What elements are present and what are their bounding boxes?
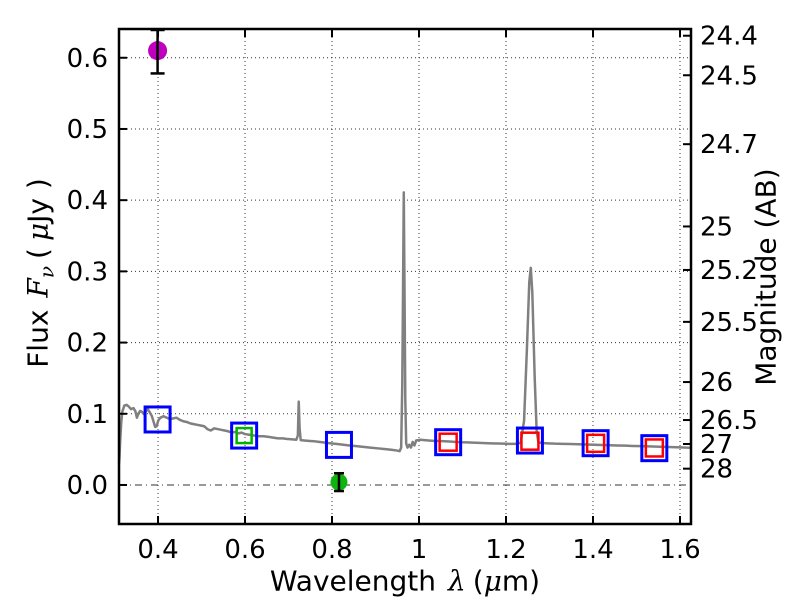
x-axis-label-text: Wavelength (269, 564, 437, 598)
y-tick-label: 0.1 (67, 400, 108, 430)
y2-tick-label: 24.7 (700, 130, 758, 160)
axes-frame (117, 27, 693, 526)
y2-tick-label: 25.5 (700, 308, 758, 338)
x-tick-label: 0.4 (137, 535, 178, 565)
y-tick-label: 0.3 (67, 257, 108, 287)
lambda-symbol: λ (448, 564, 466, 598)
model-photometry-squares-marker (230, 421, 259, 450)
flux-symbol: F (21, 278, 55, 298)
y2-tick-label: 27 (700, 430, 733, 460)
x-tick-label: 1.6 (659, 535, 700, 565)
y-tick-label: 0.0 (67, 471, 108, 501)
y2-tick-label: 25 (700, 212, 733, 242)
y2-tick-label: 28 (700, 455, 733, 485)
model-photometry-squares-marker (581, 429, 610, 458)
y2-tick-label: 26.5 (700, 406, 758, 436)
x-tick-label: 1 (411, 535, 428, 565)
model-photometry-squares-marker (515, 426, 544, 455)
x-axis-label: Wavelength λ (μm) (270, 565, 540, 598)
observed-photometry-red-squares-marker (644, 438, 665, 458)
observed-photometry-red-squares-marker (438, 432, 458, 452)
y2-tick-label: 24.4 (700, 22, 758, 52)
x-tick-label: 0.6 (224, 535, 265, 565)
x-tick-label: 1.2 (485, 535, 526, 565)
model-photometry-squares-marker (434, 428, 463, 457)
x-axis-unit-open: ( (472, 564, 484, 598)
y-axis-label: Flux Fν ( μJy ) (22, 178, 59, 368)
mu-symbol: μ (483, 564, 502, 598)
y-axis-unit-open: ( (21, 248, 55, 259)
model-spectrum (117, 191, 692, 464)
observed-photometry-green-square-marker (235, 426, 253, 445)
model-photometry-squares-marker (640, 434, 669, 463)
model-photometry-squares-marker (143, 405, 172, 434)
x-tick-label: 1.4 (572, 535, 613, 565)
x-tick-label: 0.8 (311, 535, 352, 565)
y2-tick-label: 26 (700, 368, 733, 398)
y2-axis-label: Magnitude (AB) (749, 168, 783, 386)
y-axis-label-text: Flux (21, 309, 55, 368)
y2-tick-label: 25.2 (700, 256, 758, 286)
y-tick-label: 0.5 (67, 115, 108, 145)
nu-subscript: ν (34, 265, 59, 279)
y2-tick-label: 24.5 (700, 61, 758, 91)
y-tick-label: 0.4 (67, 186, 108, 216)
y-tick-label: 0.6 (67, 44, 108, 74)
mu-jy-symbol: μ (21, 222, 55, 242)
y-tick-label: 0.2 (67, 329, 108, 359)
observed-photometry-red-squares-marker (520, 431, 540, 451)
observed-photometry-red-squares-marker (585, 433, 606, 454)
x-axis-unit-close: m) (501, 564, 541, 598)
model-photometry-squares-marker (324, 430, 353, 459)
y-axis-unit-close: Jy ) (21, 178, 55, 223)
